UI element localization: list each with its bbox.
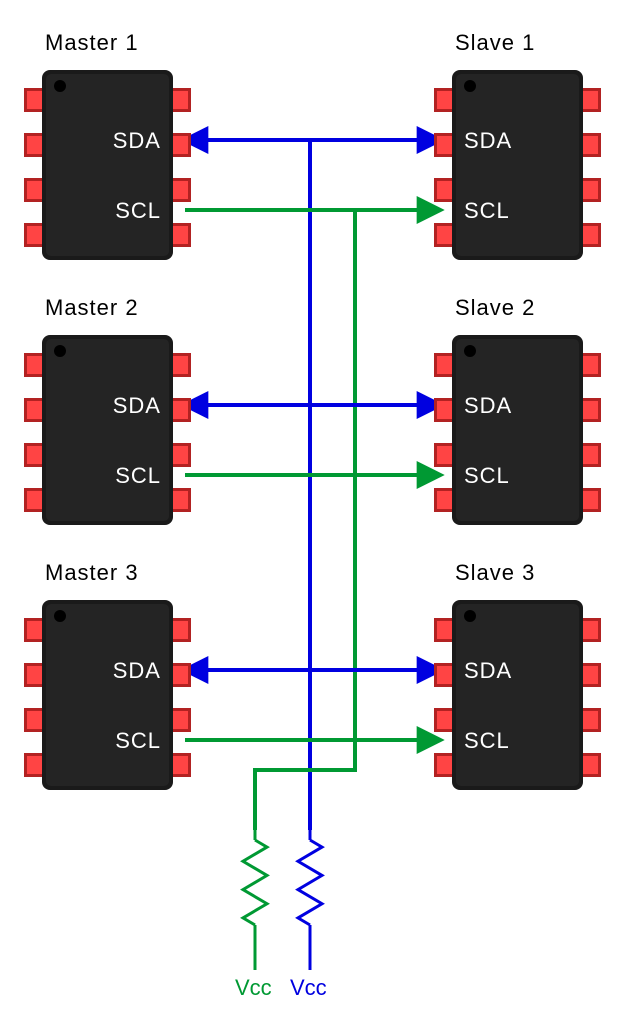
chip-label: Slave 2 — [455, 295, 535, 320]
chip-notch — [54, 610, 66, 622]
i2c-diagram: Master 1SDASCLMaster 2SDASCLMaster 3SDAS… — [0, 0, 625, 1024]
chip-slave1: Slave 1 SDA SCL — [434, 30, 601, 260]
scl-resistor-vcc-label: Vcc — [235, 975, 272, 1000]
sda-resistor-zigzag — [298, 840, 322, 925]
chip-label: Slave 1 — [455, 30, 535, 55]
chip-slave3: Slave 3 SDA SCL — [434, 560, 601, 790]
scl-bus-vertical — [255, 210, 355, 830]
chip-body-inner — [46, 74, 169, 256]
chip-master2: Master 2 SDA SCL — [24, 295, 191, 525]
chip-master1: Master 1 SDA SCL — [24, 30, 191, 260]
scl-pin-label: SCL — [464, 198, 510, 223]
chip-body-inner — [46, 339, 169, 521]
scl-pin-label: SCL — [115, 198, 161, 223]
scl-pin-label: SCL — [464, 728, 510, 753]
scl-pin-label: SCL — [115, 728, 161, 753]
chip-notch — [464, 345, 476, 357]
chip-master3: Master 3 SDA SCL — [24, 560, 191, 790]
diagram-svg: Master 1SDASCLMaster 2SDASCLMaster 3SDAS… — [0, 0, 625, 1024]
sda-pin-label: SDA — [464, 128, 512, 153]
sda-pin-label: SDA — [113, 128, 161, 153]
chip-label: Slave 3 — [455, 560, 535, 585]
chip-body-inner — [456, 604, 579, 786]
sda-pin-label: SDA — [464, 393, 512, 418]
chip-notch — [464, 610, 476, 622]
scl-pin-label: SCL — [115, 463, 161, 488]
chip-body-inner — [46, 604, 169, 786]
chip-body-inner — [456, 74, 579, 256]
scl-pin-label: SCL — [464, 463, 510, 488]
scl-resistor-zigzag — [243, 840, 267, 925]
sda-pin-label: SDA — [464, 658, 512, 683]
chip-label: Master 2 — [45, 295, 139, 320]
chip-label: Master 3 — [45, 560, 139, 585]
chip-notch — [54, 345, 66, 357]
sda-pin-label: SDA — [113, 393, 161, 418]
chip-notch — [54, 80, 66, 92]
chip-body-inner — [456, 339, 579, 521]
chip-notch — [464, 80, 476, 92]
chip-slave2: Slave 2 SDA SCL — [434, 295, 601, 525]
sda-pin-label: SDA — [113, 658, 161, 683]
sda-resistor-vcc-label: Vcc — [290, 975, 327, 1000]
chip-label: Master 1 — [45, 30, 139, 55]
